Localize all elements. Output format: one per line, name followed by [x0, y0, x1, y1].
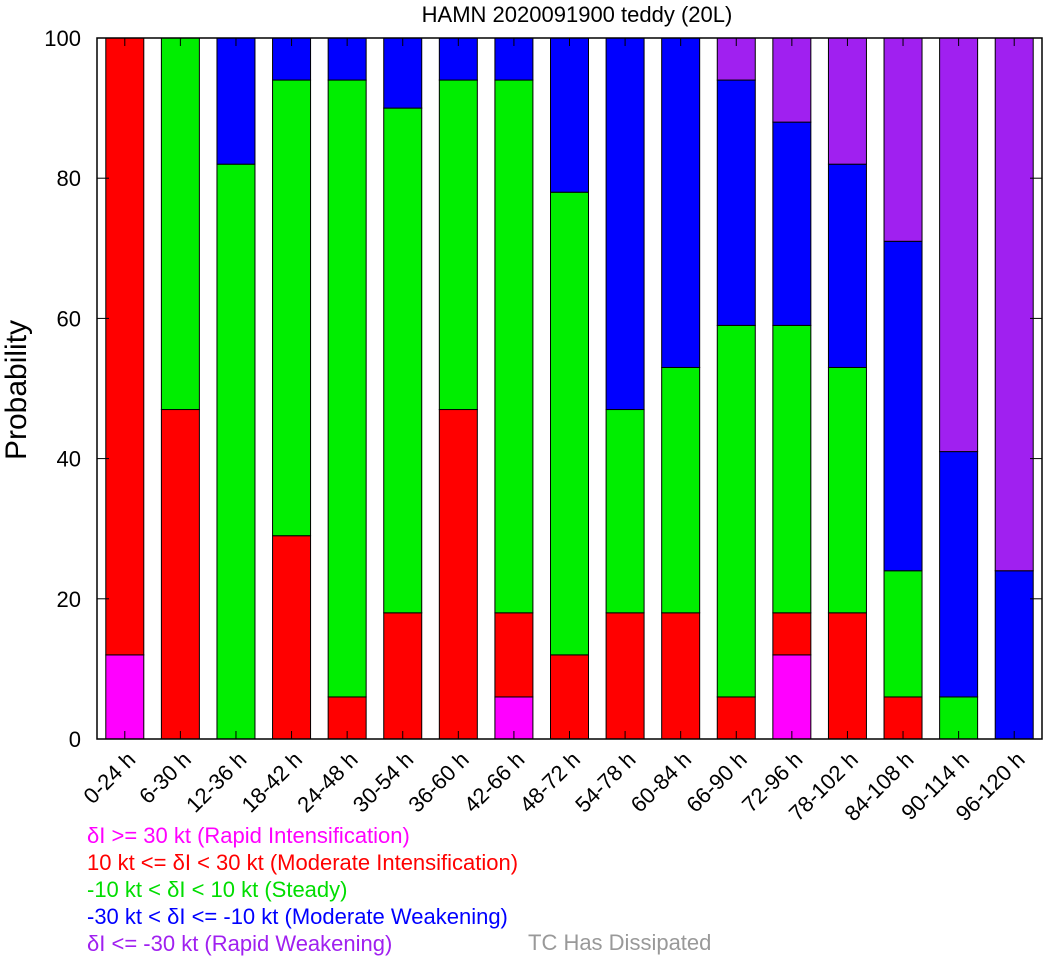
bars-group	[105, 37, 1034, 740]
legend-entry-steady: -10 kt < δI < 10 kt (Steady)	[87, 877, 348, 902]
x-tick-label-24-48-h: 24-48 h	[292, 747, 362, 817]
bar-segment-42-66-h-s1	[494, 612, 534, 698]
legend-entry-moderate-intensification: 10 kt <= δI < 30 kt (Moderate Intensific…	[87, 850, 519, 875]
x-tick-label-48-72-h: 48-72 h	[515, 747, 585, 817]
bar-segment-84-108-h-s4	[883, 37, 923, 242]
y-tick-label-100: 100	[44, 26, 81, 51]
bar-segment-78-102-h-s1	[827, 612, 867, 740]
bar-segment-36-60-h-s3	[438, 37, 478, 81]
x-tick-label-60-84-h: 60-84 h	[626, 747, 696, 817]
bar-segment-84-108-h-s3	[883, 240, 923, 572]
bar-segment-72-96-h-s1	[772, 612, 812, 656]
x-tick-label-12-36-h: 12-36 h	[181, 747, 251, 817]
bar-segment-60-84-h-s3	[661, 37, 701, 368]
bar-segment-54-78-h-s2	[605, 409, 645, 614]
bar-segment-36-60-h-s1	[438, 409, 478, 740]
bar-segment-12-36-h-s2	[216, 163, 256, 740]
x-tick-label-66-90-h: 66-90 h	[681, 747, 751, 817]
x-tick-label-42-66-h: 42-66 h	[459, 747, 529, 817]
bar-segment-90-114-h-s4	[939, 37, 979, 453]
bar-segment-30-54-h-s1	[383, 612, 423, 740]
bar-segment-54-78-h-s1	[605, 612, 645, 740]
bar-segment-72-96-h-s0	[772, 654, 812, 740]
bar-segment-12-36-h-s3	[216, 37, 256, 165]
bar-segment-0-24-h-s0	[105, 654, 145, 740]
y-tick-label-80: 80	[57, 166, 81, 191]
bar-segment-54-78-h-s3	[605, 37, 645, 411]
chart-title: HAMN 2020091900 teddy (20L)	[422, 2, 733, 27]
bar-segment-60-84-h-s1	[661, 612, 701, 740]
bar-segment-72-96-h-s4	[772, 37, 812, 123]
bar-segment-60-84-h-s2	[661, 366, 701, 614]
bar-segment-48-72-h-s2	[550, 191, 589, 656]
bar-segment-78-102-h-s3	[827, 163, 867, 368]
x-tick-label-30-54-h: 30-54 h	[348, 747, 418, 817]
bar-segment-96-120-h-s3	[994, 570, 1034, 740]
bar-segment-96-120-h-s4	[994, 37, 1034, 572]
bar-segment-48-72-h-s3	[550, 37, 589, 193]
bar-segment-0-24-h-s1	[105, 37, 145, 656]
legend-entry-rapid-intensification: δI >= 30 kt (Rapid Intensification)	[87, 823, 410, 848]
legend-entry-rapid-weakening: δI <= -30 kt (Rapid Weakening)	[87, 931, 393, 956]
x-tick-label-18-42-h: 18-42 h	[237, 747, 307, 817]
y-tick-label-40: 40	[57, 447, 81, 472]
x-tick-label-54-78-h: 54-78 h	[570, 747, 640, 817]
bar-segment-6-30-h-s1	[160, 409, 200, 740]
bar-segment-84-108-h-s2	[883, 570, 923, 698]
bar-segment-72-96-h-s3	[772, 121, 812, 326]
bar-segment-18-42-h-s1	[272, 535, 312, 740]
legend-entry-dissipated: TC Has Dissipated	[528, 930, 712, 955]
bar-segment-24-48-h-s2	[327, 79, 367, 698]
bar-segment-18-42-h-s2	[272, 79, 312, 537]
plot-frame	[96, 37, 1043, 740]
bar-segment-78-102-h-s2	[827, 366, 867, 614]
bar-segment-6-30-h-s2	[160, 37, 200, 411]
legend: δI >= 30 kt (Rapid Intensification) 10 k…	[87, 822, 518, 957]
bar-segment-30-54-h-s3	[383, 37, 423, 109]
x-tick-label-0-24-h: 0-24 h	[79, 747, 141, 809]
bar-segment-42-66-h-s2	[494, 79, 534, 614]
bar-segment-66-90-h-s2	[716, 324, 756, 698]
y-axis-label: Probability	[0, 320, 33, 460]
y-tick-label-20: 20	[57, 587, 81, 612]
y-tick-label-60: 60	[57, 306, 81, 331]
bar-segment-36-60-h-s2	[438, 79, 478, 411]
legend-entry-moderate-weakening: -30 kt < δI <= -10 kt (Moderate Weakenin…	[87, 904, 508, 929]
bar-segment-78-102-h-s4	[827, 37, 867, 165]
bar-segment-90-114-h-s3	[939, 451, 979, 698]
y-tick-label-0: 0	[69, 727, 81, 752]
x-tick-label-36-60-h: 36-60 h	[403, 747, 473, 817]
bar-segment-72-96-h-s2	[772, 324, 812, 614]
bar-segment-48-72-h-s1	[550, 654, 589, 740]
bar-segment-30-54-h-s2	[383, 107, 423, 614]
bar-segment-66-90-h-s3	[716, 79, 756, 326]
